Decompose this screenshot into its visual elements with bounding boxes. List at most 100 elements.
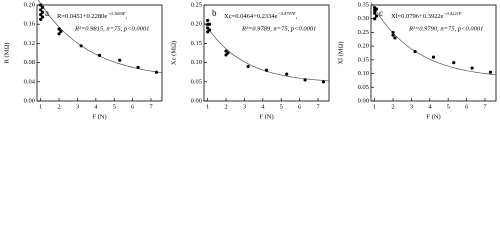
data-point [373,11,377,15]
y-axis-label: Xl (MΩ) [337,41,344,64]
x-tick-label: 5 [113,103,116,110]
equation: Xl=0.0796+0.3922e−0.4221F [391,11,462,20]
x-tick-label: 2 [224,103,227,110]
y-tick-label: 0.08 [24,59,35,66]
y-tick-label: 0.05 [358,84,369,91]
plot-frame [36,4,163,102]
equation-tail: , [125,13,127,20]
y-tick-label: 0.25 [358,29,369,36]
equation-exponent: −0.4221F [443,11,461,16]
data-point [393,36,397,40]
equation: R=0.0451+0.2280e−0.3684F, [57,11,127,20]
data-point [470,66,474,70]
equation-base: Xl=0.0796+0.3922e [391,13,444,20]
data-point [373,17,377,21]
data-point [246,64,250,69]
x-tick-label: 4 [261,103,265,110]
data-point [118,58,122,62]
panel-letter: b [212,8,217,18]
data-point [207,28,212,32]
x-tick-label: 6 [465,103,469,110]
y-tick-label: 0.00 [358,97,369,104]
data-point [59,29,63,33]
data-point [57,32,61,36]
data-point [39,13,43,17]
y-tick-label: 0.20 [358,43,369,50]
x-axis-label: F (N) [92,113,106,120]
data-point [79,44,83,48]
data-point [40,10,45,14]
y-axis-label: Xc (MΩ) [170,41,177,65]
x-tick-label: 3 [410,103,413,110]
equation-tail: , [296,13,298,20]
fit-stats: R²=0.9790, n=75, p<0.0001 [408,25,483,32]
x-tick-label: 4 [94,103,98,110]
y-tick-label: 0.35 [358,1,369,8]
x-tick-label: 4 [428,103,432,110]
x-tick-label: 6 [298,103,302,110]
data-point [413,50,417,54]
data-point [374,7,379,11]
x-tick-label: 3 [243,103,246,110]
y-tick-label: 0.12 [24,40,35,47]
data-point [226,51,230,55]
data-point [57,27,61,31]
panel-letter: c [379,8,383,18]
y-axis-label: R (MΩ) [3,43,10,64]
data-point [39,8,43,12]
fit-stats: R²=0.9789, n=75, p<0.0001 [241,25,316,32]
x-tick-label: 7 [483,103,487,110]
y-tick-label: 0.30 [358,15,369,22]
fit-curve [37,0,163,74]
x-axis-label: F (N) [426,113,440,120]
data-point [431,55,436,59]
data-point [39,3,43,7]
plot-frame [203,4,330,102]
data-point [39,17,43,21]
data-point [40,5,45,9]
y-tick-label: 0.15 [191,40,202,47]
y-tick-label: 0.00 [24,97,35,104]
data-point [207,22,212,26]
y-tick-label: 0.15 [358,56,369,63]
x-tick-label: 2 [391,103,394,110]
y-tick-label: 0.00 [191,97,202,104]
x-tick-label: 5 [447,103,450,110]
x-tick-label: 6 [131,103,135,110]
x-tick-label: 2 [57,103,60,110]
data-point [97,53,102,58]
x-tick-label: 1 [206,103,209,110]
data-point [40,15,45,19]
y-tick-label: 0.20 [191,21,202,28]
equation-base: R=0.0451+0.2280e [57,13,107,20]
y-tick-label: 0.10 [191,59,202,66]
x-tick-label: 5 [280,103,283,110]
plot-frame [370,4,497,102]
x-tick-label: 1 [39,103,42,110]
data-point [136,65,140,69]
x-tick-label: 7 [149,103,153,110]
y-tick-label: 0.16 [24,21,36,28]
figure: 0.00 0.04 0.08 0.12 0.16 0.20 1 2 3 4 5 6 7 F (N) R (M… [3,0,497,120]
data-point [488,70,493,74]
data-point [374,14,379,18]
data-point [264,68,269,72]
data-point [391,30,395,35]
data-point [154,70,159,74]
data-point [452,61,456,65]
data-point [391,33,395,37]
x-axis-label: F (N) [259,113,273,120]
data-point [303,78,307,82]
equation-exponent: −0.4797F [278,11,296,16]
x-tick-label: 3 [76,103,79,110]
y-tick-label: 0.10 [358,70,369,77]
y-tick-label: 0.20 [24,1,35,8]
data-point [321,80,326,84]
panel-letter: a [45,8,49,18]
fit-stats: R²=0.9815, n=75, p<0.0001 [74,25,149,32]
equation-exponent: −0.3684F [107,11,125,16]
data-point [285,72,289,76]
x-tick-label: 7 [316,103,320,110]
y-tick-label: 0.05 [191,78,202,85]
data-point [206,18,210,22]
